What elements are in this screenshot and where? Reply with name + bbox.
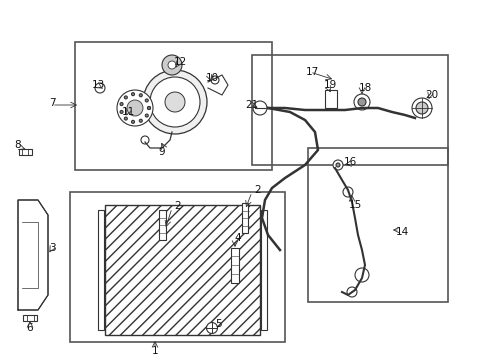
- Circle shape: [252, 101, 266, 115]
- Text: 2: 2: [254, 185, 261, 195]
- Circle shape: [168, 61, 176, 69]
- Text: 2: 2: [174, 201, 181, 211]
- Circle shape: [120, 111, 123, 113]
- Circle shape: [142, 70, 206, 134]
- Circle shape: [147, 107, 150, 109]
- Circle shape: [332, 160, 342, 170]
- Circle shape: [124, 96, 127, 99]
- Circle shape: [342, 187, 352, 197]
- Bar: [105, 205, 260, 335]
- Circle shape: [139, 119, 142, 122]
- Circle shape: [411, 98, 431, 118]
- Circle shape: [346, 287, 356, 297]
- Text: 13: 13: [91, 80, 104, 90]
- Bar: [251, 55, 447, 165]
- Bar: [241, 203, 248, 233]
- Bar: [158, 210, 165, 240]
- Text: 4: 4: [234, 233, 241, 243]
- Text: 5: 5: [214, 319, 221, 329]
- Circle shape: [353, 94, 369, 110]
- Text: 8: 8: [15, 140, 21, 150]
- Text: 3: 3: [49, 243, 55, 253]
- Bar: [23, 315, 37, 321]
- Circle shape: [131, 120, 134, 123]
- Bar: [230, 248, 239, 283]
- Bar: [325, 90, 336, 108]
- Circle shape: [117, 90, 153, 126]
- Circle shape: [150, 77, 200, 127]
- Circle shape: [145, 114, 148, 117]
- Text: 14: 14: [395, 227, 408, 237]
- Circle shape: [145, 99, 148, 102]
- Text: 20: 20: [425, 90, 438, 100]
- Bar: [98, 210, 103, 330]
- Text: 16: 16: [343, 157, 356, 167]
- Text: 17: 17: [305, 67, 318, 77]
- Text: 12: 12: [173, 57, 186, 67]
- Circle shape: [124, 117, 127, 120]
- Text: 1: 1: [151, 346, 158, 356]
- Bar: [261, 210, 266, 330]
- Circle shape: [131, 93, 134, 96]
- Bar: [307, 148, 447, 302]
- Text: 10: 10: [205, 73, 218, 83]
- Text: 11: 11: [121, 107, 134, 117]
- Text: 9: 9: [159, 147, 165, 157]
- Bar: [75, 42, 271, 170]
- Bar: [70, 192, 285, 342]
- Circle shape: [141, 136, 149, 144]
- Bar: [19, 149, 31, 154]
- Circle shape: [147, 107, 150, 109]
- Text: 21: 21: [245, 100, 258, 110]
- Text: 6: 6: [27, 323, 33, 333]
- Circle shape: [415, 102, 427, 114]
- Circle shape: [357, 98, 365, 106]
- Text: 7: 7: [49, 98, 55, 108]
- Circle shape: [354, 268, 368, 282]
- Circle shape: [206, 323, 217, 333]
- Circle shape: [95, 83, 105, 93]
- Circle shape: [120, 103, 123, 105]
- Circle shape: [139, 94, 142, 97]
- Text: 15: 15: [347, 200, 361, 210]
- Polygon shape: [18, 200, 48, 310]
- Circle shape: [210, 76, 219, 84]
- Circle shape: [162, 55, 182, 75]
- Circle shape: [164, 92, 184, 112]
- Circle shape: [127, 100, 142, 116]
- Text: 19: 19: [323, 80, 336, 90]
- Text: 18: 18: [358, 83, 371, 93]
- Circle shape: [335, 163, 339, 167]
